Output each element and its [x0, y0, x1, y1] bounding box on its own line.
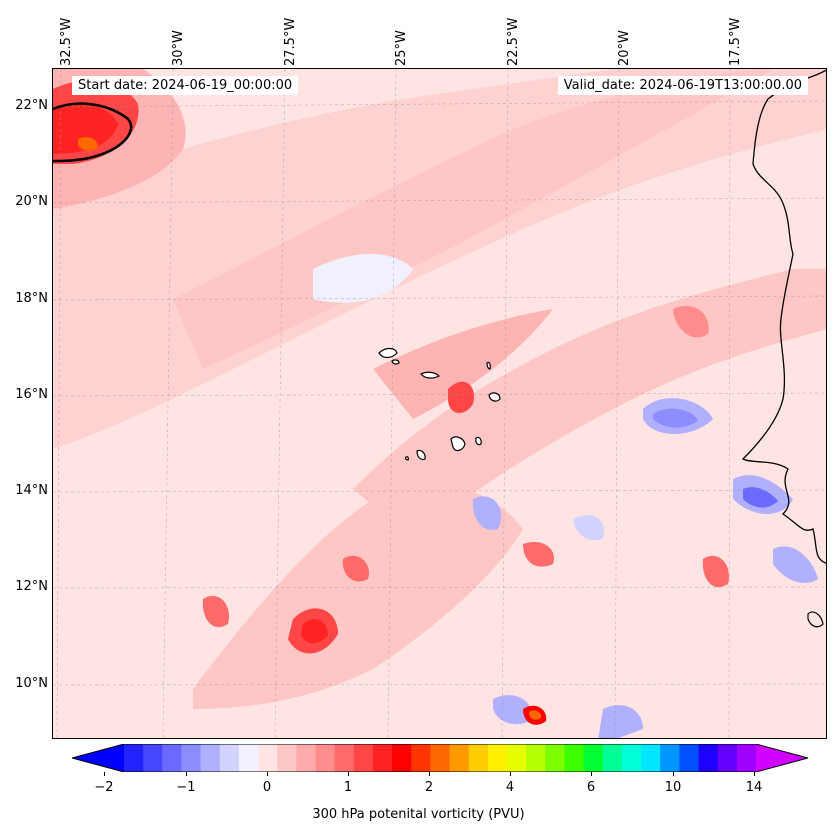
colorbar-tick: 2 [424, 780, 434, 795]
colorbar-tick: 14 [745, 780, 763, 795]
colorbar-segment [392, 744, 412, 772]
colorbar-segment [698, 744, 719, 772]
lat-label-18n: 18°N [15, 291, 48, 306]
colorbar-tick-mark [267, 772, 268, 776]
colorbar-tick: 1 [343, 780, 353, 795]
colorbar-segment [487, 744, 508, 772]
colorbar-segment [219, 744, 240, 772]
colorbar-segment [468, 744, 489, 772]
lon-label-27-5w: 27.5°W [283, 17, 298, 66]
colorbar-segment [162, 744, 182, 772]
colorbar-segment [334, 744, 355, 772]
lat-label-14n: 14°N [15, 483, 48, 498]
colorbar-tick-mark [429, 772, 430, 776]
colorbar-segment [430, 744, 451, 772]
colorbar-segment [143, 744, 163, 772]
colorbar-tick-mark [673, 772, 674, 776]
colorbar-segment [124, 744, 144, 772]
colorbar-segment [602, 744, 623, 772]
colorbar-tick-mark [186, 772, 187, 776]
colorbar-extend-low [72, 744, 124, 772]
pv-2-contour [53, 102, 133, 163]
colorbar-segment [372, 744, 393, 772]
colorbar-tick-mark [348, 772, 349, 776]
colorbar-segment [679, 744, 700, 772]
colorbar [72, 744, 808, 772]
lat-label-10n: 10°N [15, 676, 48, 691]
start-date-label: Start date: 2024-06-19_00:00:00 [72, 76, 299, 95]
lat-label-12n: 12°N [15, 579, 48, 594]
pv-contours-strong [53, 80, 729, 725]
cape-verde-islands [378, 347, 501, 461]
colorbar-segment [526, 744, 546, 772]
lat-label-22n: 22°N [15, 98, 48, 113]
colorbar-segment [277, 744, 297, 772]
african-coastline [741, 69, 826, 564]
colorbar-segment [353, 744, 374, 772]
colorbar-tick: −2 [94, 780, 114, 795]
colorbar-segment [736, 744, 757, 772]
colorbar-segment [564, 744, 585, 772]
colorbar-tick-mark [104, 772, 105, 776]
bissagos-islands [807, 611, 824, 628]
colorbar-tick: −1 [176, 780, 196, 795]
lat-label-20n: 20°N [15, 194, 48, 209]
colorbar-tick-mark [591, 772, 592, 776]
valid-date-label: Valid_date: 2024-06-19T13:00:00.00 [557, 76, 808, 95]
colorbar-tick: 6 [586, 780, 596, 795]
colorbar-segment [315, 744, 336, 772]
colorbar-segment [449, 744, 470, 772]
colorbar-segment [507, 744, 527, 772]
colorbar-segment [583, 744, 604, 772]
lon-label-32-5w: 32.5°W [59, 17, 74, 66]
colorbar-tick-mark [510, 772, 511, 776]
colorbar-segment [717, 744, 738, 772]
colorbar-segment [660, 744, 680, 772]
pv-map [52, 68, 827, 739]
colorbar-segment [411, 744, 431, 772]
lon-label-25w: 25°W [394, 30, 409, 66]
colorbar-tick: 4 [505, 780, 515, 795]
colorbar-segment [258, 744, 278, 772]
colorbar-segment [181, 744, 202, 772]
colorbar-segment [545, 744, 565, 772]
colorbar-extend-high [756, 744, 808, 772]
colorbar-label: 300 hPa potenital vorticity (PVU) [312, 807, 525, 822]
colorbar-segment [200, 744, 221, 772]
colorbar-tick: 0 [262, 780, 272, 795]
pv-field [53, 69, 826, 738]
colorbar-segment [621, 744, 642, 772]
colorbar-segment [641, 744, 661, 772]
lat-label-16n: 16°N [15, 387, 48, 402]
colorbar-tick: 10 [664, 780, 682, 795]
colorbar-tick-mark [754, 772, 755, 776]
pv-contours-negative [313, 254, 818, 738]
colorbar-segment [296, 744, 317, 772]
lon-label-20w: 20°W [617, 30, 632, 66]
colorbar-segment [238, 744, 259, 772]
lon-label-22-5w: 22.5°W [506, 17, 521, 66]
lon-label-17-5w: 17.5°W [728, 17, 743, 66]
lon-label-30w: 30°W [171, 30, 186, 66]
graticule [53, 69, 826, 738]
